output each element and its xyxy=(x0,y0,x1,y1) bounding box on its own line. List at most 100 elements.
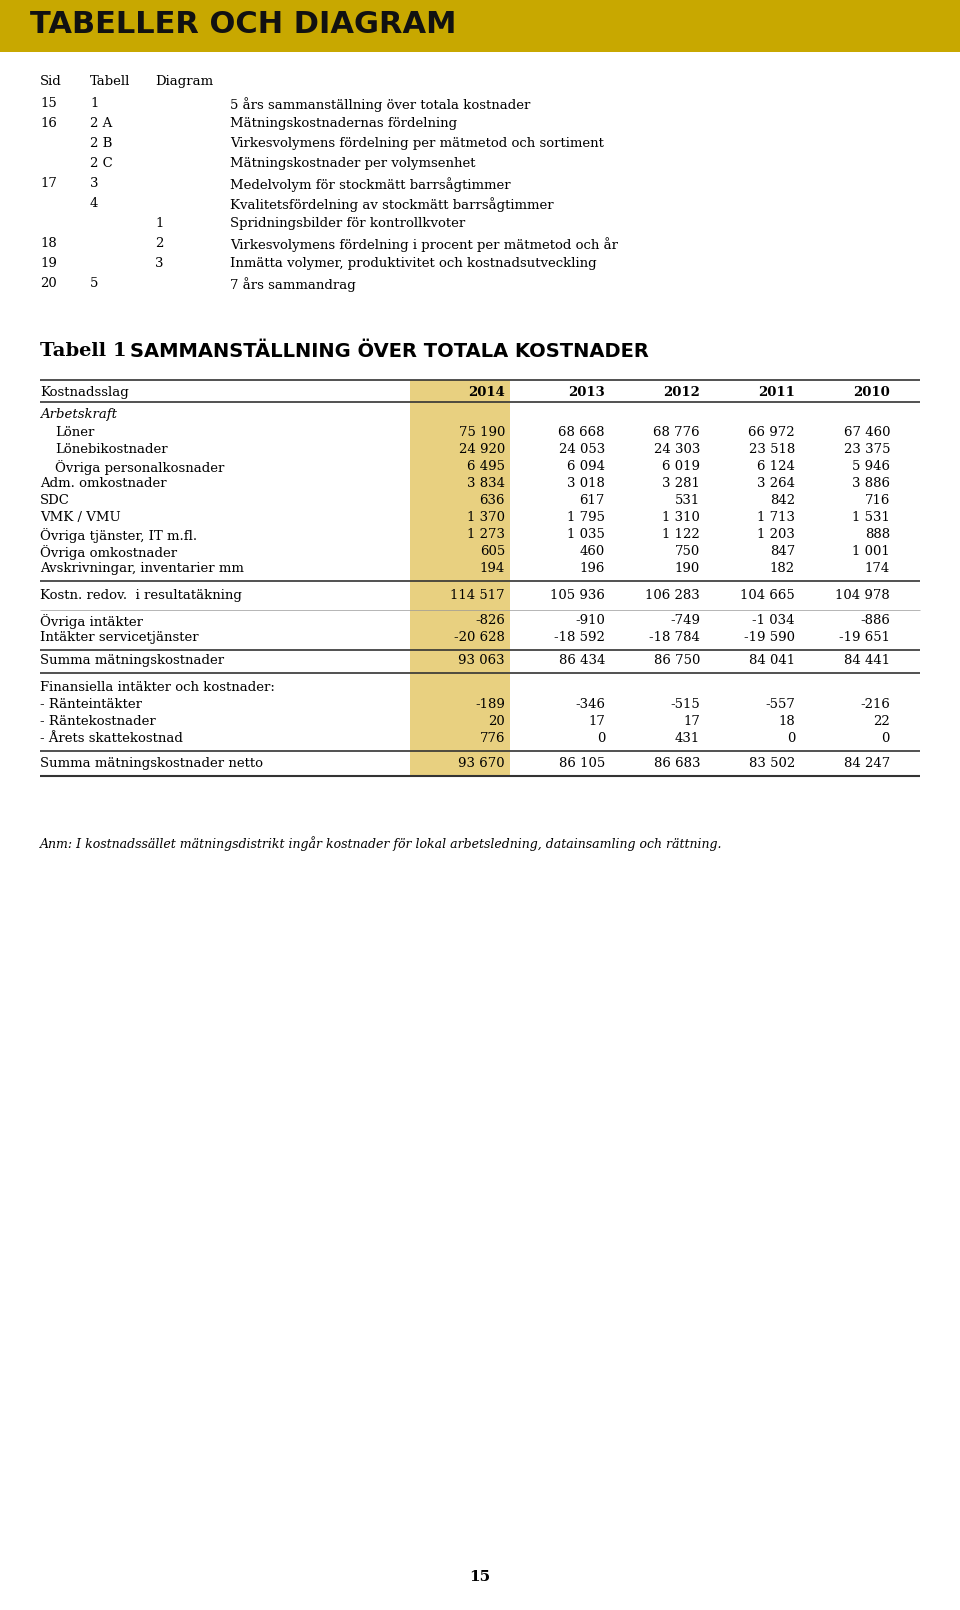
Text: Lönebikostnader: Lönebikostnader xyxy=(55,443,168,456)
Text: 2012: 2012 xyxy=(663,386,700,399)
Text: 636: 636 xyxy=(479,494,505,507)
Text: -557: -557 xyxy=(765,699,795,712)
Text: 106 283: 106 283 xyxy=(645,589,700,602)
Text: 617: 617 xyxy=(580,494,605,507)
Text: 104 978: 104 978 xyxy=(835,589,890,602)
Text: 68 668: 68 668 xyxy=(559,427,605,440)
Text: 0: 0 xyxy=(596,733,605,745)
Text: 1: 1 xyxy=(90,97,98,109)
Text: 6 495: 6 495 xyxy=(467,460,505,473)
Text: 1 001: 1 001 xyxy=(852,546,890,559)
Text: 86 434: 86 434 xyxy=(559,654,605,667)
Text: 19: 19 xyxy=(40,258,57,270)
Text: 15: 15 xyxy=(40,97,57,109)
Text: 3: 3 xyxy=(155,258,163,270)
Text: 847: 847 xyxy=(770,546,795,559)
Text: 24 303: 24 303 xyxy=(654,443,700,456)
Text: Kostnadsslag: Kostnadsslag xyxy=(40,386,129,399)
Text: Kvalitetsfördelning av stockmätt barrsågtimmer: Kvalitetsfördelning av stockmätt barrsåg… xyxy=(230,196,554,213)
Text: Övriga personalkosnader: Övriga personalkosnader xyxy=(55,460,225,475)
Text: 18: 18 xyxy=(779,715,795,728)
Text: Övriga omkostnader: Övriga omkostnader xyxy=(40,546,178,560)
Text: Arbetskraft: Arbetskraft xyxy=(40,407,117,420)
Text: 190: 190 xyxy=(675,562,700,575)
Text: -886: -886 xyxy=(860,613,890,626)
Text: 18: 18 xyxy=(40,237,57,250)
Text: Virkesvolymens fördelning i procent per mätmetod och år: Virkesvolymens fördelning i procent per … xyxy=(230,237,618,251)
Text: SDC: SDC xyxy=(40,494,70,507)
Text: Sid: Sid xyxy=(40,76,61,89)
Text: 17: 17 xyxy=(588,715,605,728)
Text: 1 795: 1 795 xyxy=(567,510,605,523)
Bar xyxy=(0,0,960,52)
Text: 24 920: 24 920 xyxy=(459,443,505,456)
Text: 2 A: 2 A xyxy=(90,118,112,130)
Text: TABELLER OCH DIAGRAM: TABELLER OCH DIAGRAM xyxy=(30,10,457,39)
Text: Löner: Löner xyxy=(55,427,94,440)
Text: 86 683: 86 683 xyxy=(654,757,700,770)
Text: 66 972: 66 972 xyxy=(749,427,795,440)
Text: 3 264: 3 264 xyxy=(757,477,795,489)
Text: 716: 716 xyxy=(865,494,890,507)
Text: Tabell: Tabell xyxy=(90,76,131,89)
Text: 3 281: 3 281 xyxy=(662,477,700,489)
Text: 5 946: 5 946 xyxy=(852,460,890,473)
Text: 67 460: 67 460 xyxy=(844,427,890,440)
Text: Mätningskostnadernas fördelning: Mätningskostnadernas fördelning xyxy=(230,118,457,130)
Text: 23 375: 23 375 xyxy=(844,443,890,456)
Text: 3 834: 3 834 xyxy=(467,477,505,489)
Text: 6 124: 6 124 xyxy=(757,460,795,473)
Text: 84 247: 84 247 xyxy=(844,757,890,770)
Text: 17: 17 xyxy=(684,715,700,728)
Text: 23 518: 23 518 xyxy=(749,443,795,456)
Text: Anm: I kostnadssället mätningsdistrikt ingår kostnader för lokal arbetsledning, : Anm: I kostnadssället mätningsdistrikt i… xyxy=(40,836,723,850)
Text: 75 190: 75 190 xyxy=(459,427,505,440)
Text: 0: 0 xyxy=(881,733,890,745)
Text: 3: 3 xyxy=(90,177,99,190)
Text: 1 035: 1 035 xyxy=(567,528,605,541)
Text: 182: 182 xyxy=(770,562,795,575)
Text: 22: 22 xyxy=(874,715,890,728)
Text: - Räntekostnader: - Räntekostnader xyxy=(40,715,156,728)
Text: 842: 842 xyxy=(770,494,795,507)
Text: 93 670: 93 670 xyxy=(458,757,505,770)
Text: 2010: 2010 xyxy=(853,386,890,399)
Text: 84 041: 84 041 xyxy=(749,654,795,667)
Text: 68 776: 68 776 xyxy=(654,427,700,440)
Text: 2014: 2014 xyxy=(468,386,505,399)
Text: 6 094: 6 094 xyxy=(567,460,605,473)
Text: Övriga tjänster, IT m.fl.: Övriga tjänster, IT m.fl. xyxy=(40,528,197,543)
Text: Tabell 1: Tabell 1 xyxy=(40,341,127,361)
Text: 5: 5 xyxy=(90,277,98,290)
Text: 3 018: 3 018 xyxy=(567,477,605,489)
Text: -826: -826 xyxy=(475,613,505,626)
Text: Finansiella intäkter och kostnader:: Finansiella intäkter och kostnader: xyxy=(40,681,275,694)
Text: 174: 174 xyxy=(865,562,890,575)
Text: VMK / VMU: VMK / VMU xyxy=(40,510,121,523)
Text: 6 019: 6 019 xyxy=(662,460,700,473)
Text: Mätningskostnader per volymsenhet: Mätningskostnader per volymsenhet xyxy=(230,158,475,171)
Text: Adm. omkostnader: Adm. omkostnader xyxy=(40,477,167,489)
Text: 1 531: 1 531 xyxy=(852,510,890,523)
Text: -515: -515 xyxy=(670,699,700,712)
Text: 1 273: 1 273 xyxy=(467,528,505,541)
Text: 114 517: 114 517 xyxy=(450,589,505,602)
Text: -18 592: -18 592 xyxy=(554,631,605,644)
Text: 20: 20 xyxy=(489,715,505,728)
Text: 2 B: 2 B xyxy=(90,137,112,150)
Text: 84 441: 84 441 xyxy=(844,654,890,667)
Text: 105 936: 105 936 xyxy=(550,589,605,602)
Text: 1 203: 1 203 xyxy=(757,528,795,541)
Text: 83 502: 83 502 xyxy=(749,757,795,770)
Text: Avskrivningar, inventarier mm: Avskrivningar, inventarier mm xyxy=(40,562,244,575)
Text: SAMMANSTÄLLNING ÖVER TOTALA KOSTNADER: SAMMANSTÄLLNING ÖVER TOTALA KOSTNADER xyxy=(130,341,649,361)
Text: 0: 0 xyxy=(786,733,795,745)
Text: 531: 531 xyxy=(675,494,700,507)
Text: 605: 605 xyxy=(480,546,505,559)
Text: Medelvolym för stockmätt barrsågtimmer: Medelvolym för stockmätt barrsågtimmer xyxy=(230,177,511,192)
Text: 1 370: 1 370 xyxy=(467,510,505,523)
Text: 104 665: 104 665 xyxy=(740,589,795,602)
Text: Diagram: Diagram xyxy=(155,76,213,89)
Text: 888: 888 xyxy=(865,528,890,541)
Text: 194: 194 xyxy=(480,562,505,575)
